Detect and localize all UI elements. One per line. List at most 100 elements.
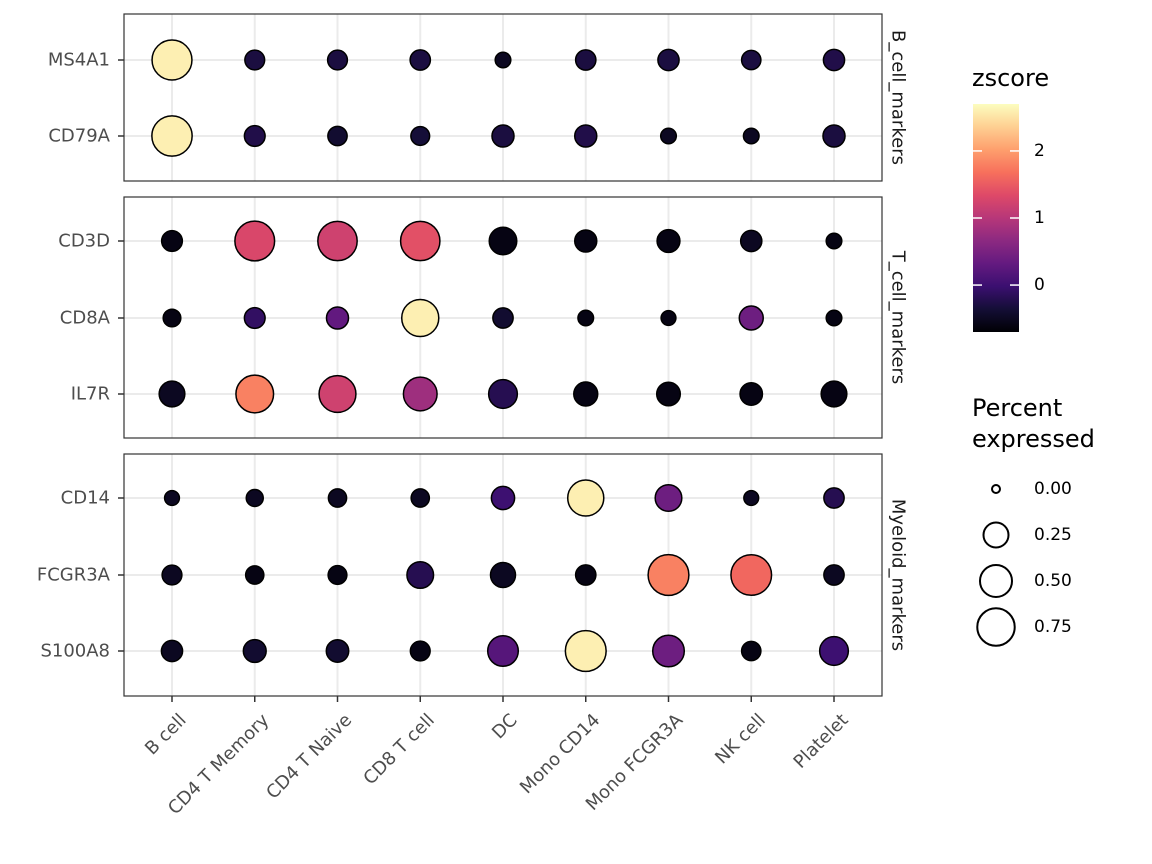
panel-border xyxy=(123,13,883,182)
dot-cd14-3 xyxy=(410,488,431,508)
dot-fcgr3a-2 xyxy=(327,564,348,586)
y-tick-label: CD79A xyxy=(48,126,110,147)
dot-cd14-0 xyxy=(163,489,181,507)
legend-title-zscore: zscore xyxy=(972,64,1049,92)
dot-ms4a1-7 xyxy=(740,49,762,71)
dot-cd3d-6 xyxy=(656,228,681,254)
dot-s100a8-5 xyxy=(564,629,607,673)
dot-cd8a-4 xyxy=(492,307,514,329)
panel-myeloid-markers: CD14 FCGR3A S100A8 Myeloid_markers xyxy=(37,453,909,697)
dot-cd3d-3 xyxy=(399,220,441,262)
dot-s100a8-0 xyxy=(160,639,184,663)
dot-fcgr3a-4 xyxy=(489,561,517,589)
size-key-circle xyxy=(991,484,1001,494)
dot-s100a8-1 xyxy=(242,638,267,664)
dot-il7r-2 xyxy=(318,374,357,414)
facet-strip-label: Myeloid_markers xyxy=(888,499,909,651)
dot-ms4a1-6 xyxy=(657,48,680,72)
dot-cd14-6 xyxy=(654,483,683,513)
size-key-label: 0.25 xyxy=(1034,525,1072,545)
percent-expressed-legend: Percent expressed 0.00 0.25 0.50 0.75 xyxy=(972,394,1095,647)
dot-fcgr3a-3 xyxy=(406,560,435,590)
dot-cd8a-6 xyxy=(660,309,677,327)
y-tick-label: CD14 xyxy=(61,488,110,509)
x-tick-label: Platelet xyxy=(790,710,853,773)
dot-cd8a-1 xyxy=(243,306,266,330)
dot-cd79a-2 xyxy=(327,125,348,147)
dot-il7r-6 xyxy=(655,381,682,407)
x-tick-label: B cell xyxy=(141,710,191,760)
chart-panels: MS4A1 CD79A B_cell_markers CD3D CD8A IL7R T_ce… xyxy=(37,13,909,697)
dot-cd79a-1 xyxy=(243,124,266,148)
dot-ms4a1-0 xyxy=(151,39,193,81)
dot-cd8a-8 xyxy=(825,309,843,327)
dot-il7r-0 xyxy=(158,380,186,408)
dot-cd14-4 xyxy=(490,485,516,511)
dot-il7r-4 xyxy=(487,378,519,410)
colorbar-tick-label: 0 xyxy=(1034,275,1045,295)
x-tick-label: DC xyxy=(488,710,522,744)
y-tick-label: CD3D xyxy=(58,231,110,252)
dot-cd79a-8 xyxy=(822,124,846,148)
dot-ms4a1-5 xyxy=(574,49,597,71)
dot-il7r-5 xyxy=(573,381,599,407)
dot-cd3d-0 xyxy=(160,229,184,253)
panel-border xyxy=(123,196,883,439)
y-tick-label: IL7R xyxy=(71,384,110,405)
dot-cd79a-7 xyxy=(742,127,760,145)
y-tick-label: CD8A xyxy=(60,308,111,329)
dot-ms4a1-8 xyxy=(822,48,846,72)
dot-cd8a-3 xyxy=(400,298,440,338)
dot-cd8a-2 xyxy=(325,306,350,330)
x-tick-label: CD4 T Naive xyxy=(262,710,356,804)
legend-title-percent: Percent xyxy=(972,394,1062,422)
dot-cd14-5 xyxy=(566,479,605,517)
dot-fcgr3a-7 xyxy=(730,553,773,597)
size-key-label: 0.00 xyxy=(1034,479,1072,499)
dot-cd14-7 xyxy=(743,489,760,507)
panel-t-cell-markers: CD3D CD8A IL7R T_cell_markers xyxy=(58,196,909,439)
dot-cd8a-5 xyxy=(577,309,595,327)
x-tick-label: CD8 T cell xyxy=(359,710,438,789)
dot-ms4a1-3 xyxy=(409,49,432,71)
size-key-circle xyxy=(982,521,1010,549)
dot-fcgr3a-5 xyxy=(574,564,597,586)
dot-il7r-1 xyxy=(235,374,275,414)
dot-cd79a-5 xyxy=(573,124,598,148)
zscore-legend: zscore 0 1 2 xyxy=(972,64,1049,332)
dot-ms4a1-4 xyxy=(494,51,512,69)
dot-cd3d-4 xyxy=(488,226,518,256)
dot-cd3d-7 xyxy=(739,229,763,253)
dot-il7r-8 xyxy=(820,380,848,408)
facet-strip-label: B_cell_markers xyxy=(888,30,909,165)
dot-s100a8-8 xyxy=(818,635,850,667)
panel-b-cell-markers: MS4A1 CD79A B_cell_markers xyxy=(48,13,909,182)
dot-cd3d-2 xyxy=(317,220,358,262)
dot-il7r-3 xyxy=(402,376,438,412)
colorbar-tick-label: 2 xyxy=(1034,141,1045,161)
dot-cd3d-1 xyxy=(234,220,276,262)
dot-fcgr3a-0 xyxy=(161,564,183,586)
dot-s100a8-2 xyxy=(325,639,350,663)
dot-s100a8-6 xyxy=(651,634,686,668)
dot-cd14-8 xyxy=(823,487,845,509)
facet-strip-label: T_cell_markers xyxy=(888,250,909,385)
dot-cd79a-3 xyxy=(410,125,431,147)
dot-s100a8-4 xyxy=(486,634,520,668)
dot-s100a8-7 xyxy=(740,640,762,662)
dot-cd14-2 xyxy=(327,488,348,508)
y-tick-label: FCGR3A xyxy=(37,565,111,586)
dot-ms4a1-1 xyxy=(244,49,266,71)
dot-il7r-7 xyxy=(739,382,764,406)
dot-fcgr3a-8 xyxy=(823,564,845,586)
dot-fcgr3a-6 xyxy=(647,553,690,597)
size-key-label: 0.50 xyxy=(1034,571,1072,591)
dot-cd3d-5 xyxy=(573,229,598,253)
dot-cd8a-0 xyxy=(162,308,182,328)
colorbar-tick-label: 1 xyxy=(1034,208,1045,228)
dot-cd79a-6 xyxy=(659,127,678,145)
size-key-label: 0.75 xyxy=(1034,617,1072,637)
dot-ms4a1-2 xyxy=(326,49,349,71)
